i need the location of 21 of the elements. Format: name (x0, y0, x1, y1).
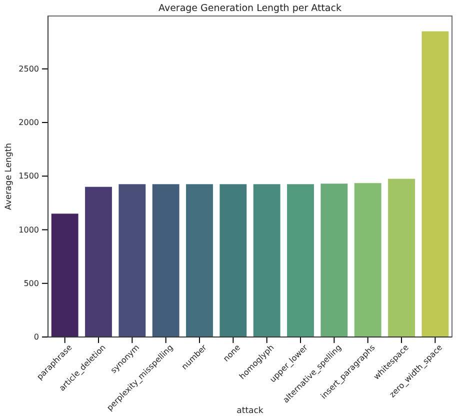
bar (388, 178, 415, 337)
y-tick-label: 1000 (18, 225, 39, 234)
x-axis-title: attack (236, 406, 264, 416)
y-tick-label: 2000 (18, 118, 39, 128)
chart-title: Average Generation Length per Attack (158, 3, 342, 14)
bar (51, 214, 78, 337)
bar (118, 184, 146, 337)
y-axis-title: Average Length (4, 143, 14, 210)
bar (287, 184, 314, 337)
bar (354, 183, 382, 337)
y-tick-label: 2500 (18, 64, 39, 74)
bar (186, 184, 213, 337)
bar (253, 184, 280, 337)
y-tick-label: 500 (24, 278, 39, 288)
bar (422, 31, 449, 337)
bar (152, 184, 180, 337)
y-tick-label: 0 (34, 332, 39, 342)
bar (320, 184, 348, 337)
bar (85, 186, 112, 337)
y-tick-label: 1500 (18, 172, 39, 181)
bar (220, 184, 247, 337)
